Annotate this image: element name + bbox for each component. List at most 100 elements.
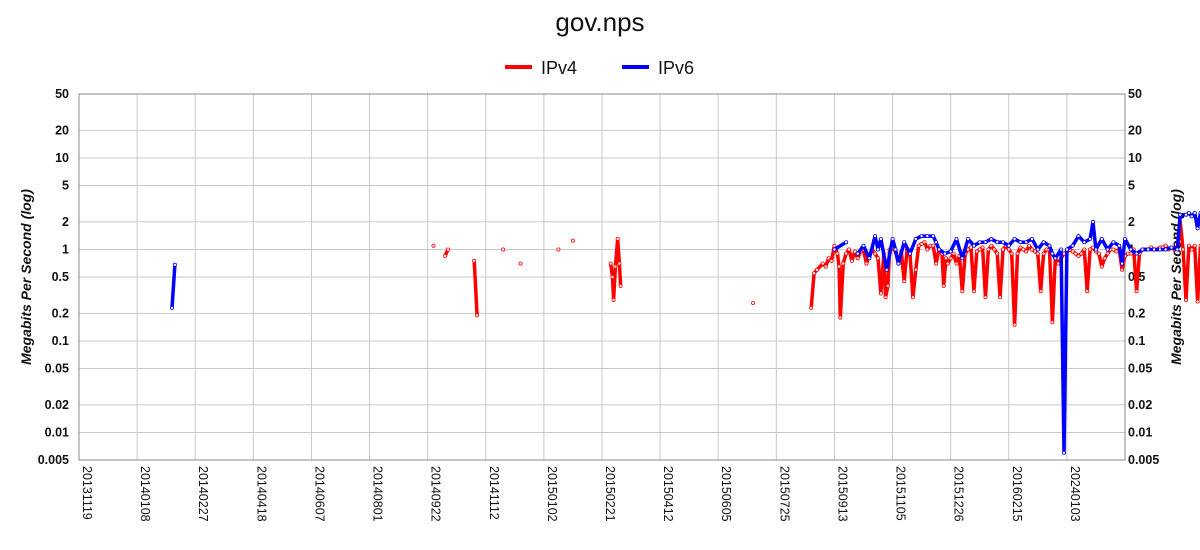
y-tick-label-right: 0.1: [1128, 334, 1145, 348]
x-tick-label: 20150913: [835, 466, 849, 522]
data-point-ipv4: [837, 264, 842, 269]
data-point-ipv4: [1189, 247, 1194, 252]
data-point-ipv4: [841, 261, 846, 266]
data-point-ipv4: [445, 247, 450, 252]
data-point-ipv4: [1195, 299, 1200, 304]
x-tick-label: 20151105: [894, 466, 908, 521]
data-point-ipv4: [1006, 247, 1011, 252]
data-point-ipv6: [1146, 247, 1151, 252]
y-tick-label-right: 50: [1128, 87, 1142, 101]
data-point-ipv6: [913, 236, 918, 241]
data-point-ipv6: [1117, 243, 1122, 248]
data-point-ipv4: [977, 247, 982, 252]
data-point-ipv4: [864, 261, 869, 266]
data-point-ipv4: [1009, 251, 1014, 256]
data-point-ipv4: [832, 243, 837, 248]
data-point-ipv4: [1192, 243, 1197, 248]
data-point-ipv4: [1114, 249, 1119, 254]
data-point-ipv6: [890, 236, 895, 241]
data-point-ipv6: [1184, 212, 1189, 217]
data-point-ipv6: [1093, 247, 1098, 252]
data-point-ipv6: [919, 234, 924, 239]
data-point-ipv6: [1088, 236, 1093, 241]
x-tick-label: 20140418: [254, 466, 268, 522]
data-point-ipv4: [986, 247, 991, 252]
data-point-ipv4: [849, 258, 854, 263]
data-point-ipv4: [472, 258, 477, 263]
data-point-ipv4: [1018, 245, 1023, 250]
data-point-ipv6: [896, 261, 901, 266]
data-point-ipv4: [885, 283, 890, 288]
data-point-ipv4: [556, 247, 561, 252]
data-point-ipv4: [1076, 253, 1081, 258]
data-point-ipv6: [172, 262, 177, 267]
x-tick-label: 20140801: [371, 466, 385, 522]
y-tick-label-right: 5: [1128, 179, 1135, 193]
data-point-ipv6: [844, 240, 849, 245]
data-point-ipv6: [1105, 247, 1110, 252]
data-point-ipv4: [989, 243, 994, 248]
series-line-ipv6: [833, 240, 848, 251]
x-tick-label: 20150605: [719, 466, 733, 522]
data-point-ipv4: [925, 247, 930, 252]
data-point-ipv6: [995, 240, 1000, 245]
data-point-ipv6: [1152, 247, 1157, 252]
x-tick-label: 20150221: [603, 466, 617, 522]
chart-title: gov.nps: [555, 7, 644, 37]
y-axis-label-left: Megabits Per Second (log): [18, 189, 34, 365]
data-point-ipv6: [937, 247, 942, 252]
y-tick-label-right: 0.005: [1128, 453, 1159, 467]
data-point-ipv6: [1047, 243, 1052, 248]
data-point-ipv6: [867, 256, 872, 261]
data-point-ipv4: [1181, 247, 1186, 252]
data-point-ipv4: [974, 249, 979, 254]
data-point-ipv4: [945, 261, 950, 266]
data-point-ipv4: [1099, 264, 1104, 269]
data-point-ipv4: [902, 279, 907, 284]
data-point-ipv6: [855, 251, 860, 256]
series-line-ipv4: [608, 237, 623, 302]
data-point-ipv4: [910, 295, 915, 300]
data-point-ipv4: [1088, 247, 1093, 252]
data-point-ipv4: [944, 256, 949, 261]
data-point-ipv4: [1038, 289, 1043, 294]
data-point-ipv6: [1024, 240, 1029, 245]
data-point-ipv4: [1186, 243, 1191, 248]
data-point-ipv4: [812, 271, 817, 276]
data-point-ipv6: [1140, 247, 1145, 252]
data-point-ipv4: [855, 256, 860, 261]
data-point-ipv4: [847, 247, 852, 252]
data-point-ipv4: [1024, 249, 1029, 254]
data-point-ipv4: [948, 256, 953, 261]
data-point-ipv4: [960, 289, 965, 294]
data-point-ipv4: [838, 315, 843, 320]
data-point-ipv6: [1035, 247, 1040, 252]
x-tick-label: 20141112: [487, 466, 501, 520]
series-layer: [169, 210, 1200, 455]
data-point-ipv4: [1128, 251, 1133, 256]
legend-item-ipv6: IPv6: [622, 58, 694, 78]
data-point-ipv6: [1001, 240, 1006, 245]
y-tick-label-left: 0.01: [45, 425, 69, 439]
data-point-ipv4: [971, 289, 976, 294]
y-tick-label-left: 20: [55, 123, 69, 137]
y-tick-label-left: 0.02: [45, 398, 69, 412]
y-tick-label-left: 50: [55, 87, 69, 101]
data-point-ipv4: [1030, 247, 1035, 252]
y-tick-label-left: 10: [55, 151, 69, 165]
data-point-ipv6: [1012, 236, 1017, 241]
y-tick-label-right: 0.2: [1128, 306, 1145, 320]
data-point-ipv4: [617, 261, 622, 266]
data-point-ipv4: [615, 236, 620, 241]
data-point-ipv4: [1027, 243, 1032, 248]
data-point-ipv6: [1099, 236, 1104, 241]
legend-label-ipv6: IPv6: [658, 58, 694, 78]
data-point-ipv6: [1082, 240, 1087, 245]
x-tick-label: 20150725: [777, 466, 791, 522]
data-point-ipv4: [1184, 297, 1189, 302]
data-point-ipv4: [983, 295, 988, 300]
data-point-ipv6: [169, 305, 174, 310]
data-point-ipv6: [954, 236, 959, 241]
x-tick-label: 20160215: [1010, 466, 1024, 522]
